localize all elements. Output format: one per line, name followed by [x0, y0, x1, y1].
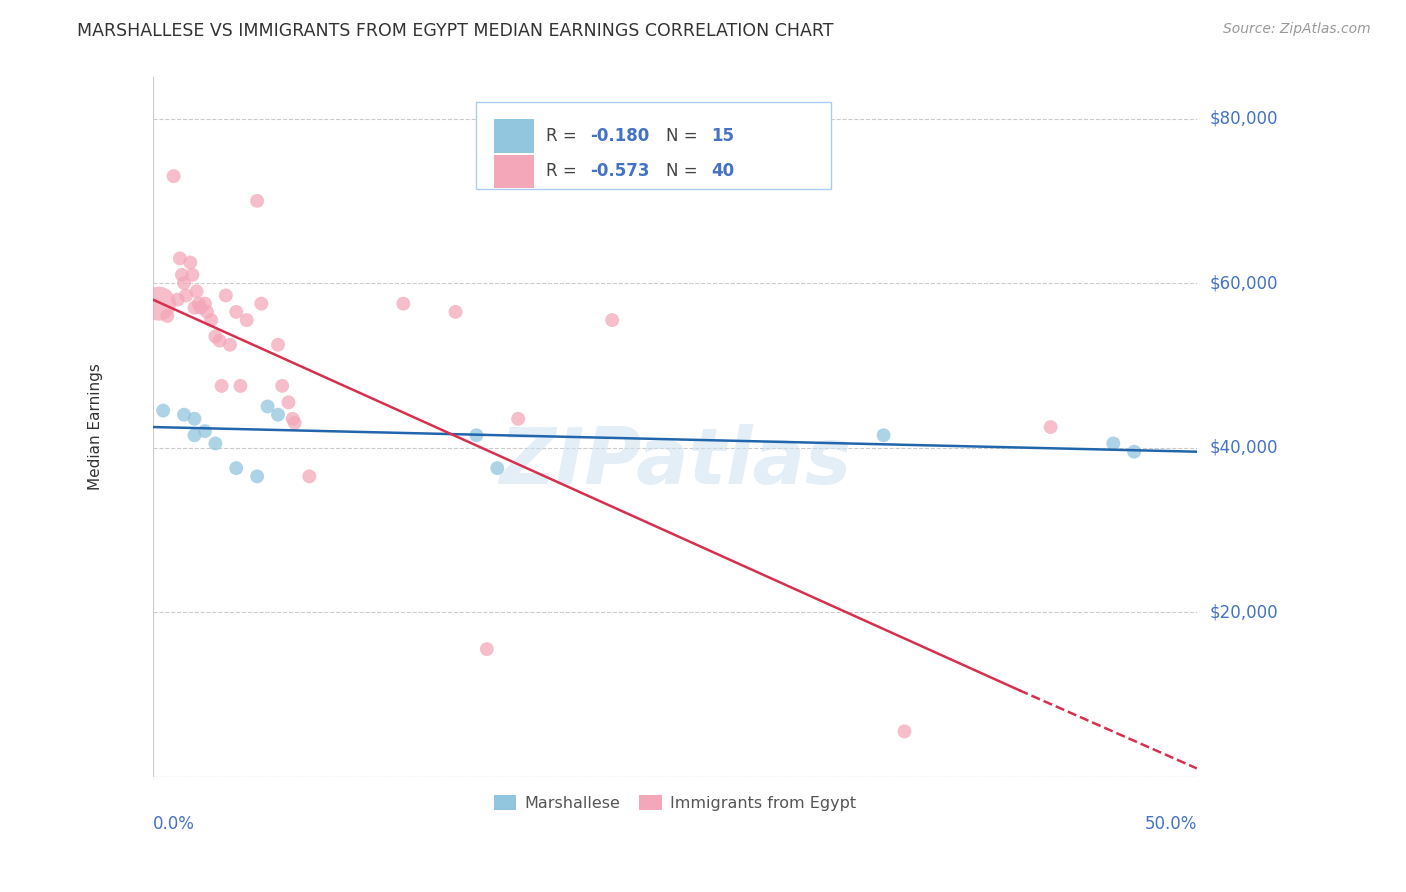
Point: [235, 313, 257, 327]
Point: [465, 428, 488, 442]
Point: [200, 313, 222, 327]
Point: [508, 412, 530, 426]
Text: $80,000: $80,000: [1209, 110, 1278, 128]
Point: [486, 461, 509, 475]
Text: N =: N =: [666, 127, 703, 145]
Point: [204, 436, 226, 450]
Point: [872, 428, 894, 442]
Point: [190, 301, 212, 315]
FancyBboxPatch shape: [494, 120, 534, 153]
Point: [219, 338, 242, 352]
FancyBboxPatch shape: [477, 102, 831, 189]
Point: [183, 301, 205, 315]
Point: [174, 288, 197, 302]
Point: [281, 412, 304, 426]
Point: [162, 169, 184, 183]
Point: [1123, 444, 1146, 458]
Point: [215, 288, 238, 302]
Point: [183, 428, 205, 442]
Point: [250, 296, 273, 310]
Text: 15: 15: [711, 127, 734, 145]
Point: [271, 379, 294, 393]
Point: [204, 329, 226, 343]
Point: [1039, 420, 1062, 434]
Point: [277, 395, 299, 409]
Point: [148, 296, 170, 310]
Point: [256, 400, 278, 414]
Point: [170, 268, 193, 282]
Point: [179, 255, 201, 269]
Point: [246, 194, 269, 208]
Text: 40: 40: [711, 162, 734, 180]
Point: [475, 642, 498, 657]
Point: [152, 403, 174, 417]
Text: 50.0%: 50.0%: [1144, 815, 1197, 833]
Point: [181, 268, 204, 282]
Point: [166, 293, 188, 307]
Text: N =: N =: [666, 162, 703, 180]
Point: [173, 408, 195, 422]
Point: [183, 412, 205, 426]
Point: [444, 305, 467, 319]
Text: Source: ZipAtlas.com: Source: ZipAtlas.com: [1223, 22, 1371, 37]
Legend: Marshallese, Immigrants from Egypt: Marshallese, Immigrants from Egypt: [488, 789, 862, 818]
Point: [169, 252, 191, 266]
Point: [600, 313, 623, 327]
Text: $20,000: $20,000: [1209, 603, 1278, 621]
Point: [246, 469, 269, 483]
Point: [1102, 436, 1125, 450]
Point: [208, 334, 231, 348]
Point: [211, 379, 233, 393]
Point: [195, 305, 218, 319]
Point: [186, 285, 208, 299]
Point: [194, 296, 217, 310]
Point: [267, 338, 290, 352]
Point: [298, 469, 321, 483]
Text: $60,000: $60,000: [1209, 274, 1278, 292]
Point: [284, 416, 307, 430]
Text: MARSHALLESE VS IMMIGRANTS FROM EGYPT MEDIAN EARNINGS CORRELATION CHART: MARSHALLESE VS IMMIGRANTS FROM EGYPT MED…: [77, 22, 834, 40]
Point: [893, 724, 915, 739]
Point: [267, 408, 290, 422]
Text: ZIPatlas: ZIPatlas: [499, 424, 851, 500]
Text: $40,000: $40,000: [1209, 439, 1278, 457]
Text: -0.180: -0.180: [591, 127, 650, 145]
Text: 0.0%: 0.0%: [153, 815, 194, 833]
Text: R =: R =: [547, 127, 582, 145]
Point: [194, 424, 217, 438]
Point: [229, 379, 252, 393]
Point: [225, 461, 247, 475]
FancyBboxPatch shape: [494, 154, 534, 188]
Point: [187, 296, 209, 310]
Text: Median Earnings: Median Earnings: [87, 364, 103, 491]
Point: [392, 296, 415, 310]
Text: R =: R =: [547, 162, 582, 180]
Text: -0.573: -0.573: [591, 162, 650, 180]
Point: [173, 276, 195, 290]
Point: [156, 309, 179, 323]
Point: [225, 305, 247, 319]
